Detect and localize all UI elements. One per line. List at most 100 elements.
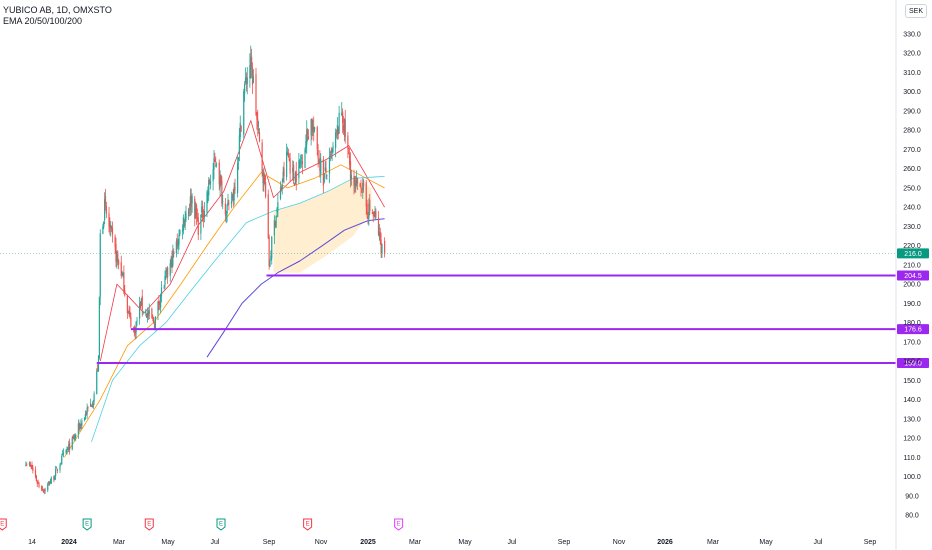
candle-body (136, 319, 138, 321)
candle-body (121, 271, 123, 274)
candle-body (80, 424, 82, 426)
candle-body (335, 132, 337, 149)
candle-body (87, 406, 89, 408)
symbol-title[interactable]: YUBICO AB, 1D, OMXSTO (3, 5, 112, 15)
candle-body (320, 159, 322, 175)
candle-body (62, 452, 65, 455)
candle-body (66, 449, 68, 452)
candle-body (172, 251, 174, 266)
candle-body (251, 67, 254, 85)
candle-body (148, 310, 150, 315)
ema-cloud-fill (273, 178, 372, 273)
candle-body (289, 158, 291, 174)
earnings-marker[interactable]: E (216, 518, 226, 531)
candle-body (160, 287, 163, 297)
candle-body (160, 294, 162, 308)
candle-body (288, 158, 290, 161)
candle-body (116, 254, 118, 262)
candle-body (93, 393, 95, 402)
earnings-marker[interactable]: E (394, 518, 404, 531)
candle-body (335, 130, 338, 132)
candle-body (348, 152, 350, 155)
candle-body (73, 436, 75, 439)
candle-body (294, 172, 296, 185)
candle-body (47, 484, 49, 491)
candle-body (109, 224, 111, 228)
candle-body (141, 295, 143, 310)
support-level-label: 204.5 (904, 273, 922, 280)
candle-body (165, 273, 167, 275)
candle-body (167, 267, 169, 278)
candle-body (188, 209, 190, 216)
candle-body (111, 227, 114, 235)
candle-body (102, 226, 104, 235)
current-price-label: 216.0 (904, 251, 922, 258)
candle-body (183, 219, 185, 224)
candle-body (103, 221, 105, 227)
candle-body (140, 298, 142, 306)
indicator-legend[interactable]: EMA 20/50/100/200 (3, 16, 83, 26)
earnings-marker[interactable]: E (82, 518, 92, 531)
candle-body (54, 477, 56, 480)
candle-body (322, 159, 324, 186)
candle-body (293, 164, 295, 181)
candle-body (226, 205, 228, 214)
price-tick-label: 140.0 (903, 397, 921, 404)
price-tick-label: 170.0 (903, 339, 921, 346)
candle-body (56, 468, 58, 471)
candle-body (269, 261, 271, 267)
candle-body (310, 119, 312, 136)
candle-body (265, 182, 267, 197)
price-tick-label: 300.0 (903, 89, 921, 96)
time-tick-label: Jul (211, 539, 220, 546)
candle-body (201, 206, 203, 213)
candle-body (319, 157, 321, 171)
candle-body (323, 173, 325, 183)
candle-body (331, 149, 333, 152)
candle-body (342, 125, 345, 131)
earnings-badge (394, 518, 404, 531)
candle-body (75, 434, 77, 437)
candle-body (41, 489, 44, 491)
candle-body (48, 482, 51, 485)
price-axis[interactable]: 330.0 320.0 310.0 300.0 290.0 280.0 270.0 260.0… (895, 0, 921, 550)
candle-body (83, 417, 86, 420)
price-tick-label: 130.0 (903, 416, 921, 423)
time-tick-label: 2026 (657, 539, 673, 546)
candle-body (283, 168, 285, 177)
price-tick-label: 200.0 (903, 282, 921, 289)
candle-body (268, 236, 270, 267)
candle-body (154, 316, 156, 331)
horizontal-levels[interactable]: 204.5 176.6 159.0 (96, 270, 929, 369)
current-price-tag (897, 248, 929, 259)
earnings-marker[interactable]: E (144, 518, 154, 531)
candle-body (257, 119, 259, 127)
price-tick-label: 260.0 (903, 166, 921, 173)
candle-body (305, 140, 307, 149)
candle-body (377, 217, 380, 236)
earnings-label: E (0, 522, 4, 528)
time-axis[interactable]: 14 2024 Mar May Jul Sep Nov 2025 Mar May Jul Sep Nov… (28, 539, 876, 546)
candle-body (111, 226, 113, 230)
candle-body (375, 211, 377, 218)
candle-body (258, 129, 260, 131)
candle-body (190, 195, 192, 207)
candle-body (41, 485, 43, 490)
candle-body (293, 183, 296, 186)
currency-button[interactable]: SEK (905, 4, 927, 18)
candle-body (213, 158, 215, 170)
earnings-marker[interactable]: E (303, 518, 313, 531)
candle-body (282, 171, 284, 183)
candle-body (123, 272, 125, 293)
earnings-marker[interactable]: E (0, 518, 7, 531)
candle-body (191, 196, 193, 204)
candle-body (313, 126, 315, 133)
candle-body (244, 84, 246, 94)
candle-body (330, 152, 332, 154)
candle-body (230, 200, 233, 205)
candle-body (179, 230, 181, 235)
candle-body (28, 463, 30, 465)
price-tick-label: 250.0 (903, 185, 921, 192)
